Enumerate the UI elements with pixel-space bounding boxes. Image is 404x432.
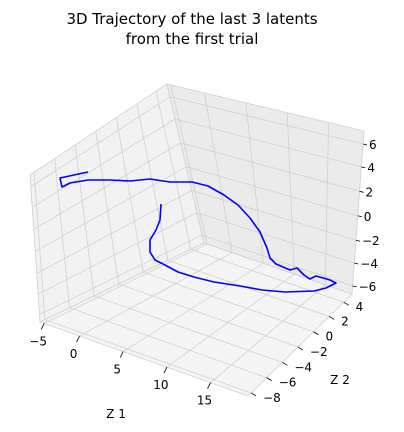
z-grid-left bbox=[33, 142, 181, 230]
x-grid-floor bbox=[122, 263, 264, 352]
z-grid-right bbox=[169, 96, 364, 145]
y-grid-floor bbox=[143, 271, 314, 333]
z-tick-label: −6 bbox=[359, 280, 377, 294]
x-grid-wall bbox=[286, 112, 295, 275]
y-tick-mark bbox=[250, 392, 257, 397]
x-grid-wall bbox=[204, 92, 233, 253]
z-tick-label: 6 bbox=[369, 138, 377, 152]
z-tick-mark bbox=[359, 190, 364, 193]
y-grid-wall bbox=[136, 103, 169, 261]
z-tick-mark bbox=[362, 143, 368, 146]
y-tick-mark bbox=[297, 346, 304, 351]
chart-title-line1: 3D Trajectory of the last 3 latents bbox=[66, 10, 317, 28]
y-tick-label: 2 bbox=[341, 314, 349, 328]
z-tick-mark bbox=[355, 239, 361, 242]
y-tick-label: 4 bbox=[356, 300, 364, 314]
y-grid-floor bbox=[118, 283, 299, 348]
y-grid-wall bbox=[74, 144, 95, 296]
y-tick-mark bbox=[266, 377, 272, 381]
x-tick-label: 10 bbox=[153, 378, 168, 392]
x-grid-wall bbox=[245, 102, 264, 264]
y-grid-wall bbox=[155, 91, 192, 250]
y-tick-label: −4 bbox=[294, 360, 312, 374]
z-tick-label: −2 bbox=[362, 234, 380, 248]
z-grid-right bbox=[202, 234, 353, 287]
y-grid-floor bbox=[44, 319, 252, 394]
chart-title-line2: from the first trial bbox=[126, 30, 259, 48]
z-grid-right bbox=[186, 166, 358, 217]
z-tick-mark bbox=[357, 215, 362, 218]
x-grid-wall bbox=[170, 84, 208, 245]
floor-pane bbox=[38, 242, 353, 397]
x-grid-floor bbox=[210, 284, 326, 383]
x-tick-label: 0 bbox=[70, 347, 78, 361]
z-tick-label: −4 bbox=[360, 257, 378, 271]
x-grid-floor bbox=[43, 243, 208, 324]
z-grid-left bbox=[39, 234, 203, 316]
trajectory-line bbox=[59, 171, 337, 293]
x-axis-label: Z 1 bbox=[106, 407, 126, 421]
z-grid-left bbox=[31, 118, 176, 208]
y-tick-label: −6 bbox=[279, 376, 297, 390]
y-grid-wall bbox=[95, 131, 120, 285]
z-tick-mark bbox=[352, 285, 357, 288]
y-grid-floor bbox=[69, 307, 267, 379]
x-grid-wall bbox=[324, 122, 329, 285]
x-tick-mark bbox=[40, 323, 45, 330]
z-tick-label: 0 bbox=[364, 210, 372, 224]
y-grid-wall bbox=[115, 117, 144, 273]
z-grid-left bbox=[36, 190, 192, 274]
x-tick-label: 5 bbox=[113, 363, 121, 377]
x-tick-label: 15 bbox=[197, 394, 212, 408]
y-tick-mark bbox=[282, 361, 288, 366]
x-tick-mark bbox=[207, 382, 211, 389]
y-tick-mark bbox=[343, 301, 349, 306]
y-grid-wall bbox=[33, 172, 46, 320]
x-tick-mark bbox=[76, 335, 80, 343]
z-tick-label: 2 bbox=[366, 185, 374, 199]
z-grid-right bbox=[196, 212, 355, 264]
z-grid-right bbox=[191, 190, 357, 241]
y-axis-label: Z 2 bbox=[330, 373, 350, 387]
grid-lines bbox=[30, 84, 364, 394]
z-tick-mark bbox=[354, 262, 359, 265]
y-tick-label: −2 bbox=[310, 345, 328, 359]
z-grid-right bbox=[175, 118, 362, 168]
y-tick-label: −8 bbox=[263, 391, 281, 405]
y-tick-mark bbox=[328, 316, 335, 320]
z-grid-left bbox=[30, 96, 171, 188]
z-tick-mark bbox=[361, 166, 366, 169]
x-tick-mark bbox=[119, 351, 124, 358]
y-grid-floor bbox=[190, 248, 344, 303]
x-grid-floor bbox=[79, 252, 233, 337]
z-grid-left bbox=[37, 212, 198, 295]
z-tick-label: 4 bbox=[367, 161, 375, 175]
y-grid-wall bbox=[54, 158, 70, 308]
y-tick-mark bbox=[313, 331, 319, 336]
z-grid-right bbox=[180, 142, 360, 192]
y-grid-floor bbox=[167, 260, 330, 317]
x-tick-mark bbox=[163, 366, 168, 374]
x-grid-floor bbox=[166, 273, 295, 368]
x-tick-label: −5 bbox=[29, 334, 47, 348]
trajectory-group bbox=[59, 171, 337, 293]
y-tick-label: 0 bbox=[326, 330, 334, 344]
y-grid-floor bbox=[93, 295, 283, 363]
